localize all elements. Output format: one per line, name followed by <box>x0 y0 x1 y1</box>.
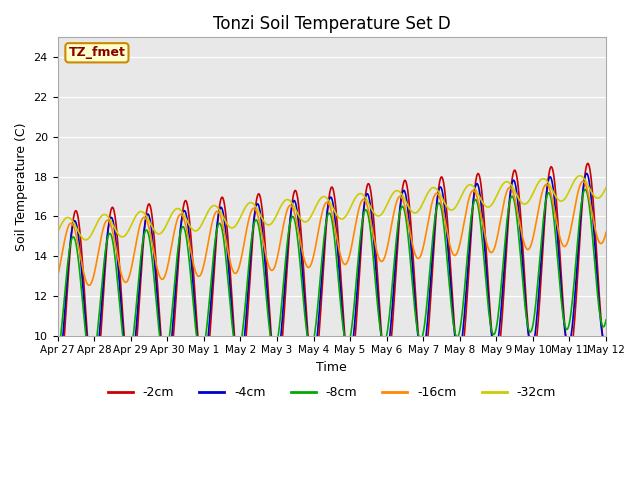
-4cm <box>54 377 61 383</box>
-2cm <box>602 349 610 355</box>
-16cm <box>54 274 61 280</box>
-4cm <box>205 329 212 335</box>
Y-axis label: Soil Temperature (C): Soil Temperature (C) <box>15 122 28 251</box>
-8cm <box>63 263 71 269</box>
-8cm <box>177 230 184 236</box>
-2cm <box>205 348 212 354</box>
-8cm <box>121 348 129 353</box>
-4cm <box>602 338 610 344</box>
-16cm <box>602 229 610 235</box>
-8cm <box>415 335 423 341</box>
-8cm <box>87 360 95 366</box>
X-axis label: Time: Time <box>316 361 347 374</box>
-8cm <box>399 204 407 210</box>
-8cm <box>54 356 61 362</box>
-16cm <box>579 179 587 184</box>
-16cm <box>63 226 71 232</box>
-32cm <box>121 233 129 239</box>
-32cm <box>399 193 407 199</box>
-16cm <box>121 279 129 285</box>
Line: -8cm: -8cm <box>58 190 606 363</box>
Text: TZ_fmet: TZ_fmet <box>68 46 125 60</box>
-32cm <box>415 207 423 213</box>
-4cm <box>415 337 422 343</box>
-2cm <box>584 160 591 166</box>
-32cm <box>63 215 71 220</box>
Line: -16cm: -16cm <box>58 181 606 285</box>
-16cm <box>415 255 423 261</box>
-2cm <box>399 187 406 192</box>
-8cm <box>582 187 589 192</box>
-2cm <box>176 241 184 247</box>
-32cm <box>54 229 61 235</box>
-16cm <box>399 198 407 204</box>
-16cm <box>177 211 184 217</box>
-4cm <box>399 190 406 196</box>
-32cm <box>205 206 213 212</box>
-2cm <box>120 329 128 335</box>
-4cm <box>176 234 184 240</box>
-16cm <box>85 282 93 288</box>
-4cm <box>120 339 128 345</box>
-2cm <box>54 388 61 394</box>
-16cm <box>205 234 213 240</box>
Legend: -2cm, -4cm, -8cm, -16cm, -32cm: -2cm, -4cm, -8cm, -16cm, -32cm <box>102 381 561 404</box>
Line: -4cm: -4cm <box>58 173 606 380</box>
Line: -32cm: -32cm <box>58 176 606 240</box>
-4cm <box>583 170 591 176</box>
-8cm <box>205 298 213 303</box>
-2cm <box>63 286 71 292</box>
Line: -2cm: -2cm <box>58 163 606 391</box>
-2cm <box>415 333 422 338</box>
-4cm <box>63 272 71 278</box>
-32cm <box>576 173 584 179</box>
-32cm <box>177 207 184 213</box>
-32cm <box>602 185 610 191</box>
-32cm <box>82 237 90 243</box>
-8cm <box>602 317 610 323</box>
Title: Tonzi Soil Temperature Set D: Tonzi Soil Temperature Set D <box>213 15 451 33</box>
